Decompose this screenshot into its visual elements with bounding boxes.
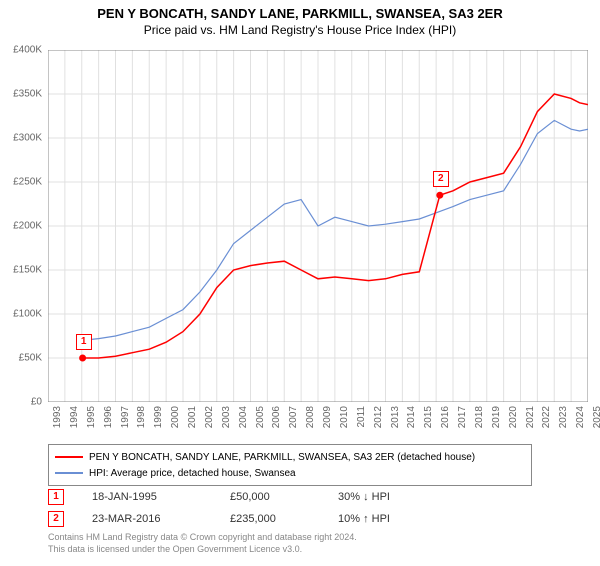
x-tick-label: 2013 [390,406,401,428]
data-row: 1 18-JAN-1995 £50,000 30% ↓ HPI [48,486,448,508]
footer-line: This data is licensed under the Open Gov… [48,544,357,556]
x-tick-label: 1996 [103,406,114,428]
data-point-table: 1 18-JAN-1995 £50,000 30% ↓ HPI 2 23-MAR… [48,486,448,530]
data-pct: 30% ↓ HPI [338,491,448,503]
x-tick-label: 2024 [575,406,586,428]
x-tick-label: 2017 [457,406,468,428]
y-tick-label: £100K [0,309,42,320]
x-tick-label: 1999 [153,406,164,428]
x-tick-label: 2018 [474,406,485,428]
x-tick-label: 2007 [288,406,299,428]
chart-subtitle: Price paid vs. HM Land Registry's House … [0,23,600,37]
x-tick-label: 2004 [238,406,249,428]
x-tick-label: 2023 [558,406,569,428]
x-tick-label: 2021 [525,406,536,428]
x-tick-label: 2022 [541,406,552,428]
legend-label: PEN Y BONCATH, SANDY LANE, PARKMILL, SWA… [89,452,475,463]
legend-label: HPI: Average price, detached house, Swan… [89,468,296,479]
x-tick-label: 2008 [305,406,316,428]
legend-swatch [55,456,83,458]
x-tick-label: 2019 [491,406,502,428]
data-pct: 10% ↑ HPI [338,513,448,525]
data-price: £235,000 [230,513,310,525]
x-tick-label: 1995 [86,406,97,428]
x-tick-label: 1993 [52,406,63,428]
footer-line: Contains HM Land Registry data © Crown c… [48,532,357,544]
y-tick-label: £150K [0,265,42,276]
x-tick-label: 2016 [440,406,451,428]
x-tick-label: 2009 [322,406,333,428]
x-tick-label: 2001 [187,406,198,428]
data-date: 23-MAR-2016 [92,513,202,525]
data-date: 18-JAN-1995 [92,491,202,503]
data-row: 2 23-MAR-2016 £235,000 10% ↑ HPI [48,508,448,530]
chart-svg [48,50,588,402]
x-tick-label: 2006 [271,406,282,428]
footer: Contains HM Land Registry data © Crown c… [48,532,357,555]
x-tick-label: 2011 [356,406,367,428]
x-tick-label: 2020 [508,406,519,428]
chart-marker-badge: 1 [76,334,92,350]
y-tick-label: £50K [0,353,42,364]
y-tick-label: £250K [0,177,42,188]
legend-item: PEN Y BONCATH, SANDY LANE, PARKMILL, SWA… [55,449,525,465]
x-tick-label: 2003 [221,406,232,428]
chart-title: PEN Y BONCATH, SANDY LANE, PARKMILL, SWA… [0,6,600,21]
x-tick-label: 2002 [204,406,215,428]
chart-marker-badge: 2 [433,171,449,187]
x-tick-label: 1994 [69,406,80,428]
chart-plot-area: £0£50K£100K£150K£200K£250K£300K£350K£400… [48,50,588,402]
y-tick-label: £300K [0,133,42,144]
x-tick-label: 2014 [406,406,417,428]
chart-container: PEN Y BONCATH, SANDY LANE, PARKMILL, SWA… [0,6,600,566]
x-tick-label: 2025 [592,406,600,428]
x-tick-label: 2000 [170,406,181,428]
data-price: £50,000 [230,491,310,503]
x-tick-label: 1998 [136,406,147,428]
x-tick-label: 1997 [120,406,131,428]
x-tick-label: 2012 [373,406,384,428]
x-tick-label: 2005 [255,406,266,428]
legend-swatch [55,472,83,474]
marker-badge: 1 [48,489,64,505]
x-tick-label: 2015 [423,406,434,428]
y-tick-label: £0 [0,397,42,408]
x-tick-label: 2010 [339,406,350,428]
y-tick-label: £200K [0,221,42,232]
marker-badge: 2 [48,511,64,527]
legend-item: HPI: Average price, detached house, Swan… [55,465,525,481]
y-tick-label: £350K [0,89,42,100]
legend: PEN Y BONCATH, SANDY LANE, PARKMILL, SWA… [48,444,532,486]
y-tick-label: £400K [0,45,42,56]
